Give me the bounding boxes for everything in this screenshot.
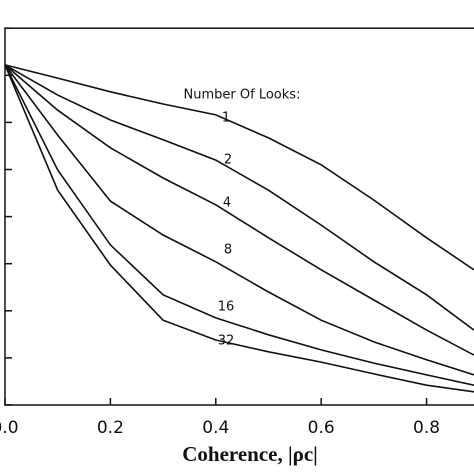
line	[4, 64, 474, 271]
line	[4, 64, 474, 376]
line	[4, 64, 474, 386]
x-axis-label: Coherence, |ρc|	[182, 442, 318, 466]
series-label: 2	[224, 153, 232, 168]
x-tick-label: 0.0	[0, 418, 19, 438]
line	[4, 64, 474, 331]
annotation: Number Of Looks:	[184, 88, 301, 103]
series-label: 16	[218, 300, 235, 315]
series-label: 8	[224, 243, 232, 258]
x-tick-label: 0.4	[202, 418, 229, 438]
series-label: 1	[222, 111, 230, 126]
x-tick-label: 0.8	[413, 418, 440, 438]
line	[4, 64, 474, 393]
x-tick-label: 0.6	[308, 418, 335, 438]
x-tick-label: 0.2	[97, 418, 124, 438]
series-label: 4	[223, 196, 231, 211]
line	[4, 64, 474, 356]
series-label: 32	[218, 334, 235, 349]
